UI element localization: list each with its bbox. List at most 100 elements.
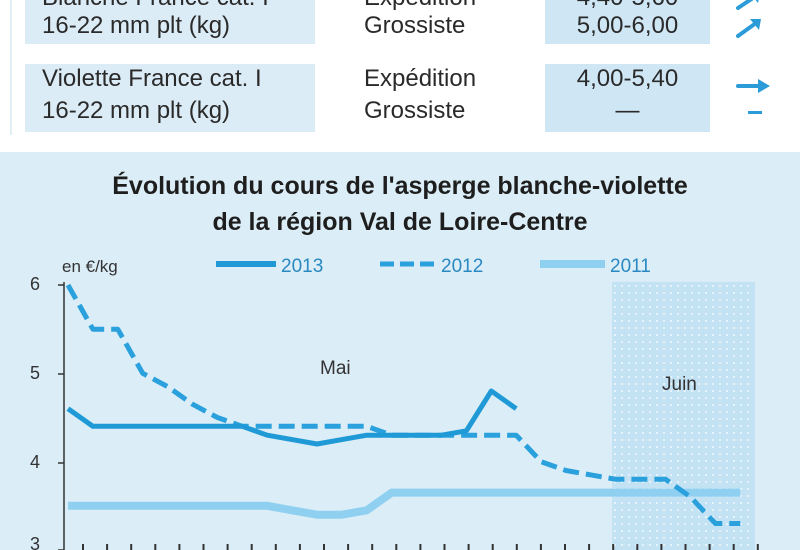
june-pattern-dot: [670, 509, 672, 511]
june-pattern-dot: [747, 474, 749, 476]
june-pattern-dot: [663, 474, 665, 476]
june-pattern-dot: [719, 439, 721, 441]
june-pattern-dot: [684, 425, 686, 427]
june-pattern-dot: [628, 523, 630, 525]
june-pattern-dot: [719, 425, 721, 427]
june-pattern-dot: [712, 383, 714, 385]
june-pattern-dot: [698, 341, 700, 343]
june-pattern-dot: [649, 467, 651, 469]
june-pattern-dot: [705, 383, 707, 385]
june-pattern-dot: [740, 495, 742, 497]
june-pattern-dot: [684, 502, 686, 504]
y-axis-unit-label: en €/kg: [62, 257, 118, 276]
june-pattern-dot: [670, 348, 672, 350]
june-pattern-dot: [677, 509, 679, 511]
june-pattern-dot: [656, 509, 658, 511]
june-pattern-dot: [642, 523, 644, 525]
june-pattern-dot: [747, 502, 749, 504]
june-pattern-dot: [698, 523, 700, 525]
june-pattern-dot: [733, 362, 735, 364]
june-pattern-dot: [628, 306, 630, 308]
june-pattern-dot: [614, 348, 616, 350]
june-pattern-dot: [656, 362, 658, 364]
june-pattern-dot: [733, 530, 735, 532]
june-pattern-dot: [635, 390, 637, 392]
june-pattern-dot: [677, 334, 679, 336]
june-pattern-dot: [656, 523, 658, 525]
june-pattern-dot: [614, 285, 616, 287]
june-pattern-dot: [628, 327, 630, 329]
june-pattern-dot: [628, 362, 630, 364]
june-pattern-dot: [726, 523, 728, 525]
june-pattern-dot: [621, 348, 623, 350]
june-pattern-dot: [642, 362, 644, 364]
june-pattern-dot: [705, 285, 707, 287]
june-pattern-dot: [733, 411, 735, 413]
june-pattern-dot: [677, 320, 679, 322]
june-pattern-dot: [719, 306, 721, 308]
june-pattern-dot: [684, 355, 686, 357]
june-pattern-dot: [719, 341, 721, 343]
june-pattern-dot: [621, 432, 623, 434]
june-pattern-dot: [628, 460, 630, 462]
june-pattern-dot: [684, 537, 686, 539]
june-pattern-dot: [712, 390, 714, 392]
june-pattern-dot: [747, 320, 749, 322]
june-pattern-dot: [614, 509, 616, 511]
june-pattern-dot: [712, 334, 714, 336]
june-pattern-dot: [733, 383, 735, 385]
june-pattern-dot: [614, 355, 616, 357]
june-pattern-dot: [698, 299, 700, 301]
june-pattern-dot: [705, 404, 707, 406]
june-pattern-dot: [656, 334, 658, 336]
june-pattern-dot: [656, 467, 658, 469]
june-pattern-dot: [663, 537, 665, 539]
june-pattern-dot: [733, 467, 735, 469]
june-pattern-dot: [684, 369, 686, 371]
june-pattern-dot: [740, 383, 742, 385]
june-pattern-dot: [740, 488, 742, 490]
june-pattern-dot: [635, 523, 637, 525]
june-pattern-dot: [747, 334, 749, 336]
june-pattern-dot: [719, 327, 721, 329]
june-pattern-dot: [733, 446, 735, 448]
june-pattern-dot: [747, 453, 749, 455]
june-pattern-dot: [614, 537, 616, 539]
june-pattern-dot: [642, 355, 644, 357]
trend-up-arrow-icon: [736, 19, 761, 38]
june-pattern-dot: [670, 460, 672, 462]
june-pattern-dot: [733, 453, 735, 455]
june-pattern-dot: [684, 292, 686, 294]
june-pattern-dot: [705, 369, 707, 371]
trend-flat-arrow-icon: [736, 79, 770, 93]
june-pattern-dot: [733, 481, 735, 483]
price-value-line2: 5,00-6,00: [576, 12, 679, 39]
june-pattern-dot: [642, 320, 644, 322]
june-pattern-dot: [733, 292, 735, 294]
june-pattern-dot: [684, 341, 686, 343]
june-pattern-dot: [705, 460, 707, 462]
june-pattern-dot: [635, 299, 637, 301]
june-pattern-dot: [726, 334, 728, 336]
june-pattern-dot: [621, 313, 623, 315]
june-pattern-dot: [677, 285, 679, 287]
june-pattern-dot: [621, 299, 623, 301]
june-pattern-dot: [642, 446, 644, 448]
june-pattern-dot: [677, 453, 679, 455]
y-tick-label: 5: [30, 363, 40, 383]
june-pattern-dot: [740, 509, 742, 511]
june-pattern-dot: [691, 404, 693, 406]
june-pattern-dot: [635, 341, 637, 343]
june-pattern-dot: [628, 474, 630, 476]
june-pattern-dot: [663, 460, 665, 462]
june-pattern-dot: [698, 327, 700, 329]
trend-up-arrow-icon: [736, 0, 759, 10]
june-pattern-dot: [614, 404, 616, 406]
june-pattern-dot: [635, 502, 637, 504]
june-pattern-dot: [642, 292, 644, 294]
june-pattern-dot: [726, 439, 728, 441]
june-pattern-dot: [747, 544, 749, 546]
june-pattern-dot: [677, 425, 679, 427]
june-pattern-dot: [719, 481, 721, 483]
june-pattern-dot: [670, 397, 672, 399]
